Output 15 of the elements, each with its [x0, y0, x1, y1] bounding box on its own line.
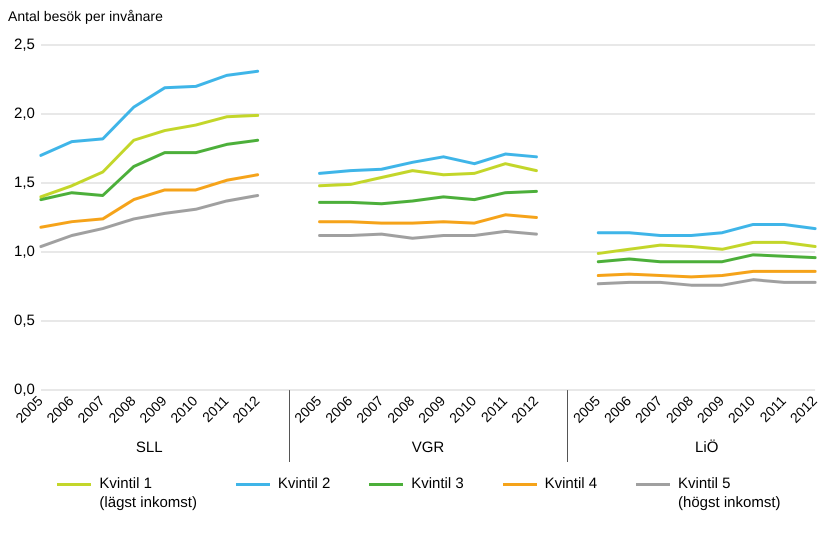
legend-label: Kvintil 2	[278, 474, 330, 493]
legend-label: Kvintil 3	[411, 474, 464, 493]
text: VGR	[412, 439, 444, 456]
legend-label: Kvintil 4	[544, 474, 598, 493]
y-axis-title: Antal besök per invånare	[8, 8, 164, 26]
y-tick-label: 1,5	[14, 174, 35, 192]
text: SLL	[136, 439, 163, 456]
y-tick-label: 0,0	[14, 381, 35, 398]
text: LiÖ	[695, 439, 718, 456]
legend-label: Kvintil 1 (lägst inkomst)	[99, 474, 197, 512]
y-tick-label: 2,5	[14, 36, 35, 54]
y-tick-label: 1,0	[14, 243, 35, 260]
legend-label: Kvintil 5 (högst inkomst)	[678, 474, 781, 512]
y-tick-label: 2,0	[14, 105, 35, 122]
y-tick-label: 0,5	[14, 312, 35, 330]
